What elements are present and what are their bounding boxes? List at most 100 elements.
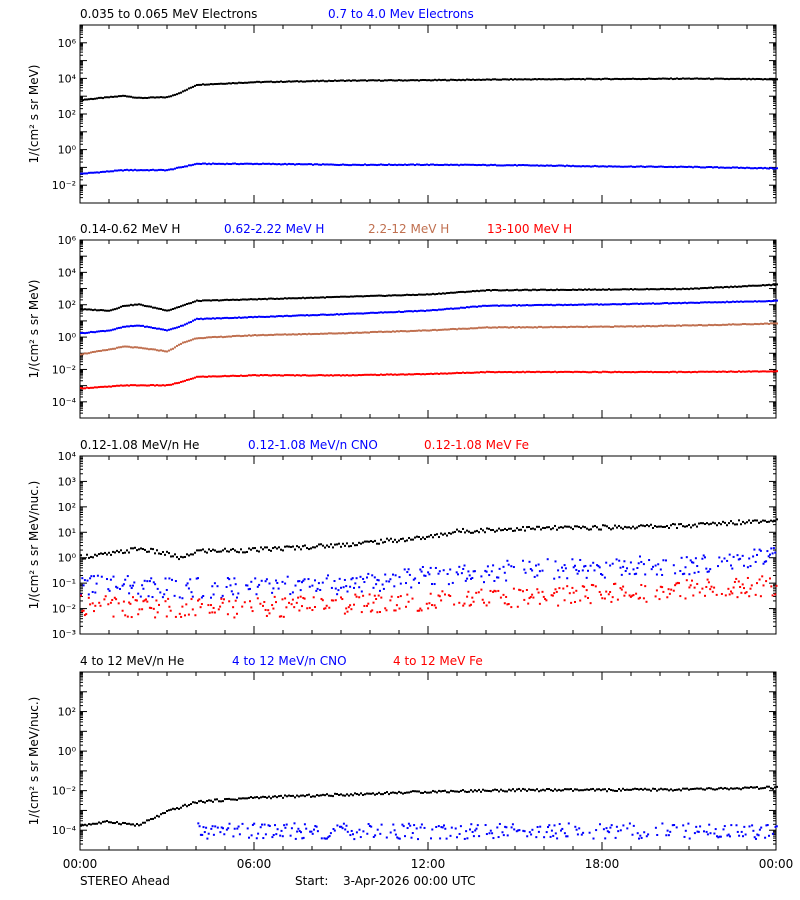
data-point	[228, 600, 231, 603]
data-point	[396, 164, 398, 167]
data-point	[98, 821, 100, 824]
data-point	[590, 325, 592, 328]
data-point	[680, 77, 682, 80]
data-point	[128, 169, 130, 172]
data-point	[557, 569, 560, 572]
data-point	[228, 550, 230, 553]
data-point	[607, 593, 610, 596]
data-point	[718, 286, 720, 289]
data-point	[468, 371, 470, 374]
data-point	[282, 297, 284, 300]
data-point	[345, 824, 348, 827]
data-point	[742, 370, 744, 373]
data-point	[614, 370, 616, 373]
data-point	[148, 326, 150, 329]
data-point	[144, 96, 146, 99]
data-point	[340, 825, 343, 828]
data-point	[110, 309, 112, 312]
data-point	[90, 386, 92, 389]
data-point	[302, 794, 304, 797]
data-point	[644, 525, 646, 528]
data-point	[389, 831, 392, 834]
data-point	[540, 789, 542, 792]
data-point	[130, 168, 132, 171]
data-point	[480, 164, 482, 167]
data-point	[350, 578, 353, 581]
data-point	[550, 528, 552, 531]
data-point	[254, 334, 256, 337]
data-point	[772, 322, 774, 325]
data-point	[672, 302, 674, 305]
data-point	[768, 322, 770, 325]
data-point	[496, 326, 498, 329]
data-point	[192, 85, 194, 88]
data-point	[342, 332, 344, 335]
data-point	[746, 370, 748, 373]
data-point	[734, 285, 736, 288]
data-point	[583, 565, 586, 568]
data-point	[80, 824, 82, 827]
data-point	[374, 373, 376, 376]
data-point	[210, 336, 212, 339]
data-point	[535, 836, 538, 839]
data-point	[466, 529, 468, 532]
data-point	[708, 286, 710, 289]
data-point	[502, 326, 504, 329]
data-point	[632, 594, 635, 597]
data-point	[180, 342, 182, 345]
data-point	[682, 824, 685, 827]
data-point	[264, 297, 266, 300]
data-point	[392, 79, 394, 82]
data-point	[91, 590, 94, 593]
data-point	[692, 370, 694, 373]
data-point	[96, 554, 98, 557]
data-point	[360, 374, 362, 377]
data-point	[330, 332, 332, 335]
data-point	[678, 288, 680, 291]
data-point	[446, 292, 448, 295]
data-point	[587, 596, 589, 599]
data-point	[752, 284, 754, 287]
data-point	[360, 312, 362, 315]
data-point	[400, 791, 402, 794]
data-point	[722, 787, 724, 790]
data-point	[320, 837, 323, 840]
data-point	[266, 374, 268, 377]
data-point	[730, 564, 732, 567]
data-point	[431, 583, 433, 586]
data-point	[104, 170, 106, 173]
data-point	[312, 374, 314, 377]
data-point	[320, 332, 322, 335]
data-point	[498, 790, 500, 793]
data-point	[216, 550, 218, 553]
series-2	[80, 299, 778, 335]
data-point	[389, 578, 392, 581]
data-point	[506, 834, 509, 837]
data-point	[256, 334, 258, 337]
data-point	[312, 296, 314, 299]
data-point	[648, 788, 650, 791]
data-point	[360, 164, 362, 167]
data-point	[660, 324, 662, 327]
data-point	[386, 791, 388, 794]
data-point	[186, 302, 188, 305]
data-point	[736, 285, 738, 288]
data-point	[688, 324, 690, 327]
data-point	[181, 597, 184, 600]
data-point	[604, 837, 607, 840]
data-point	[503, 602, 506, 605]
data-point	[736, 166, 738, 169]
data-point	[432, 328, 434, 331]
data-point	[716, 370, 718, 373]
data-point	[726, 323, 728, 326]
data-point	[502, 529, 504, 532]
data-point	[132, 823, 134, 826]
data-point	[137, 613, 140, 616]
data-point	[246, 550, 248, 553]
data-point	[434, 309, 436, 312]
data-point	[634, 288, 636, 291]
data-point	[412, 310, 414, 313]
data-point	[414, 79, 416, 82]
data-point	[706, 833, 709, 836]
data-point	[552, 326, 554, 329]
